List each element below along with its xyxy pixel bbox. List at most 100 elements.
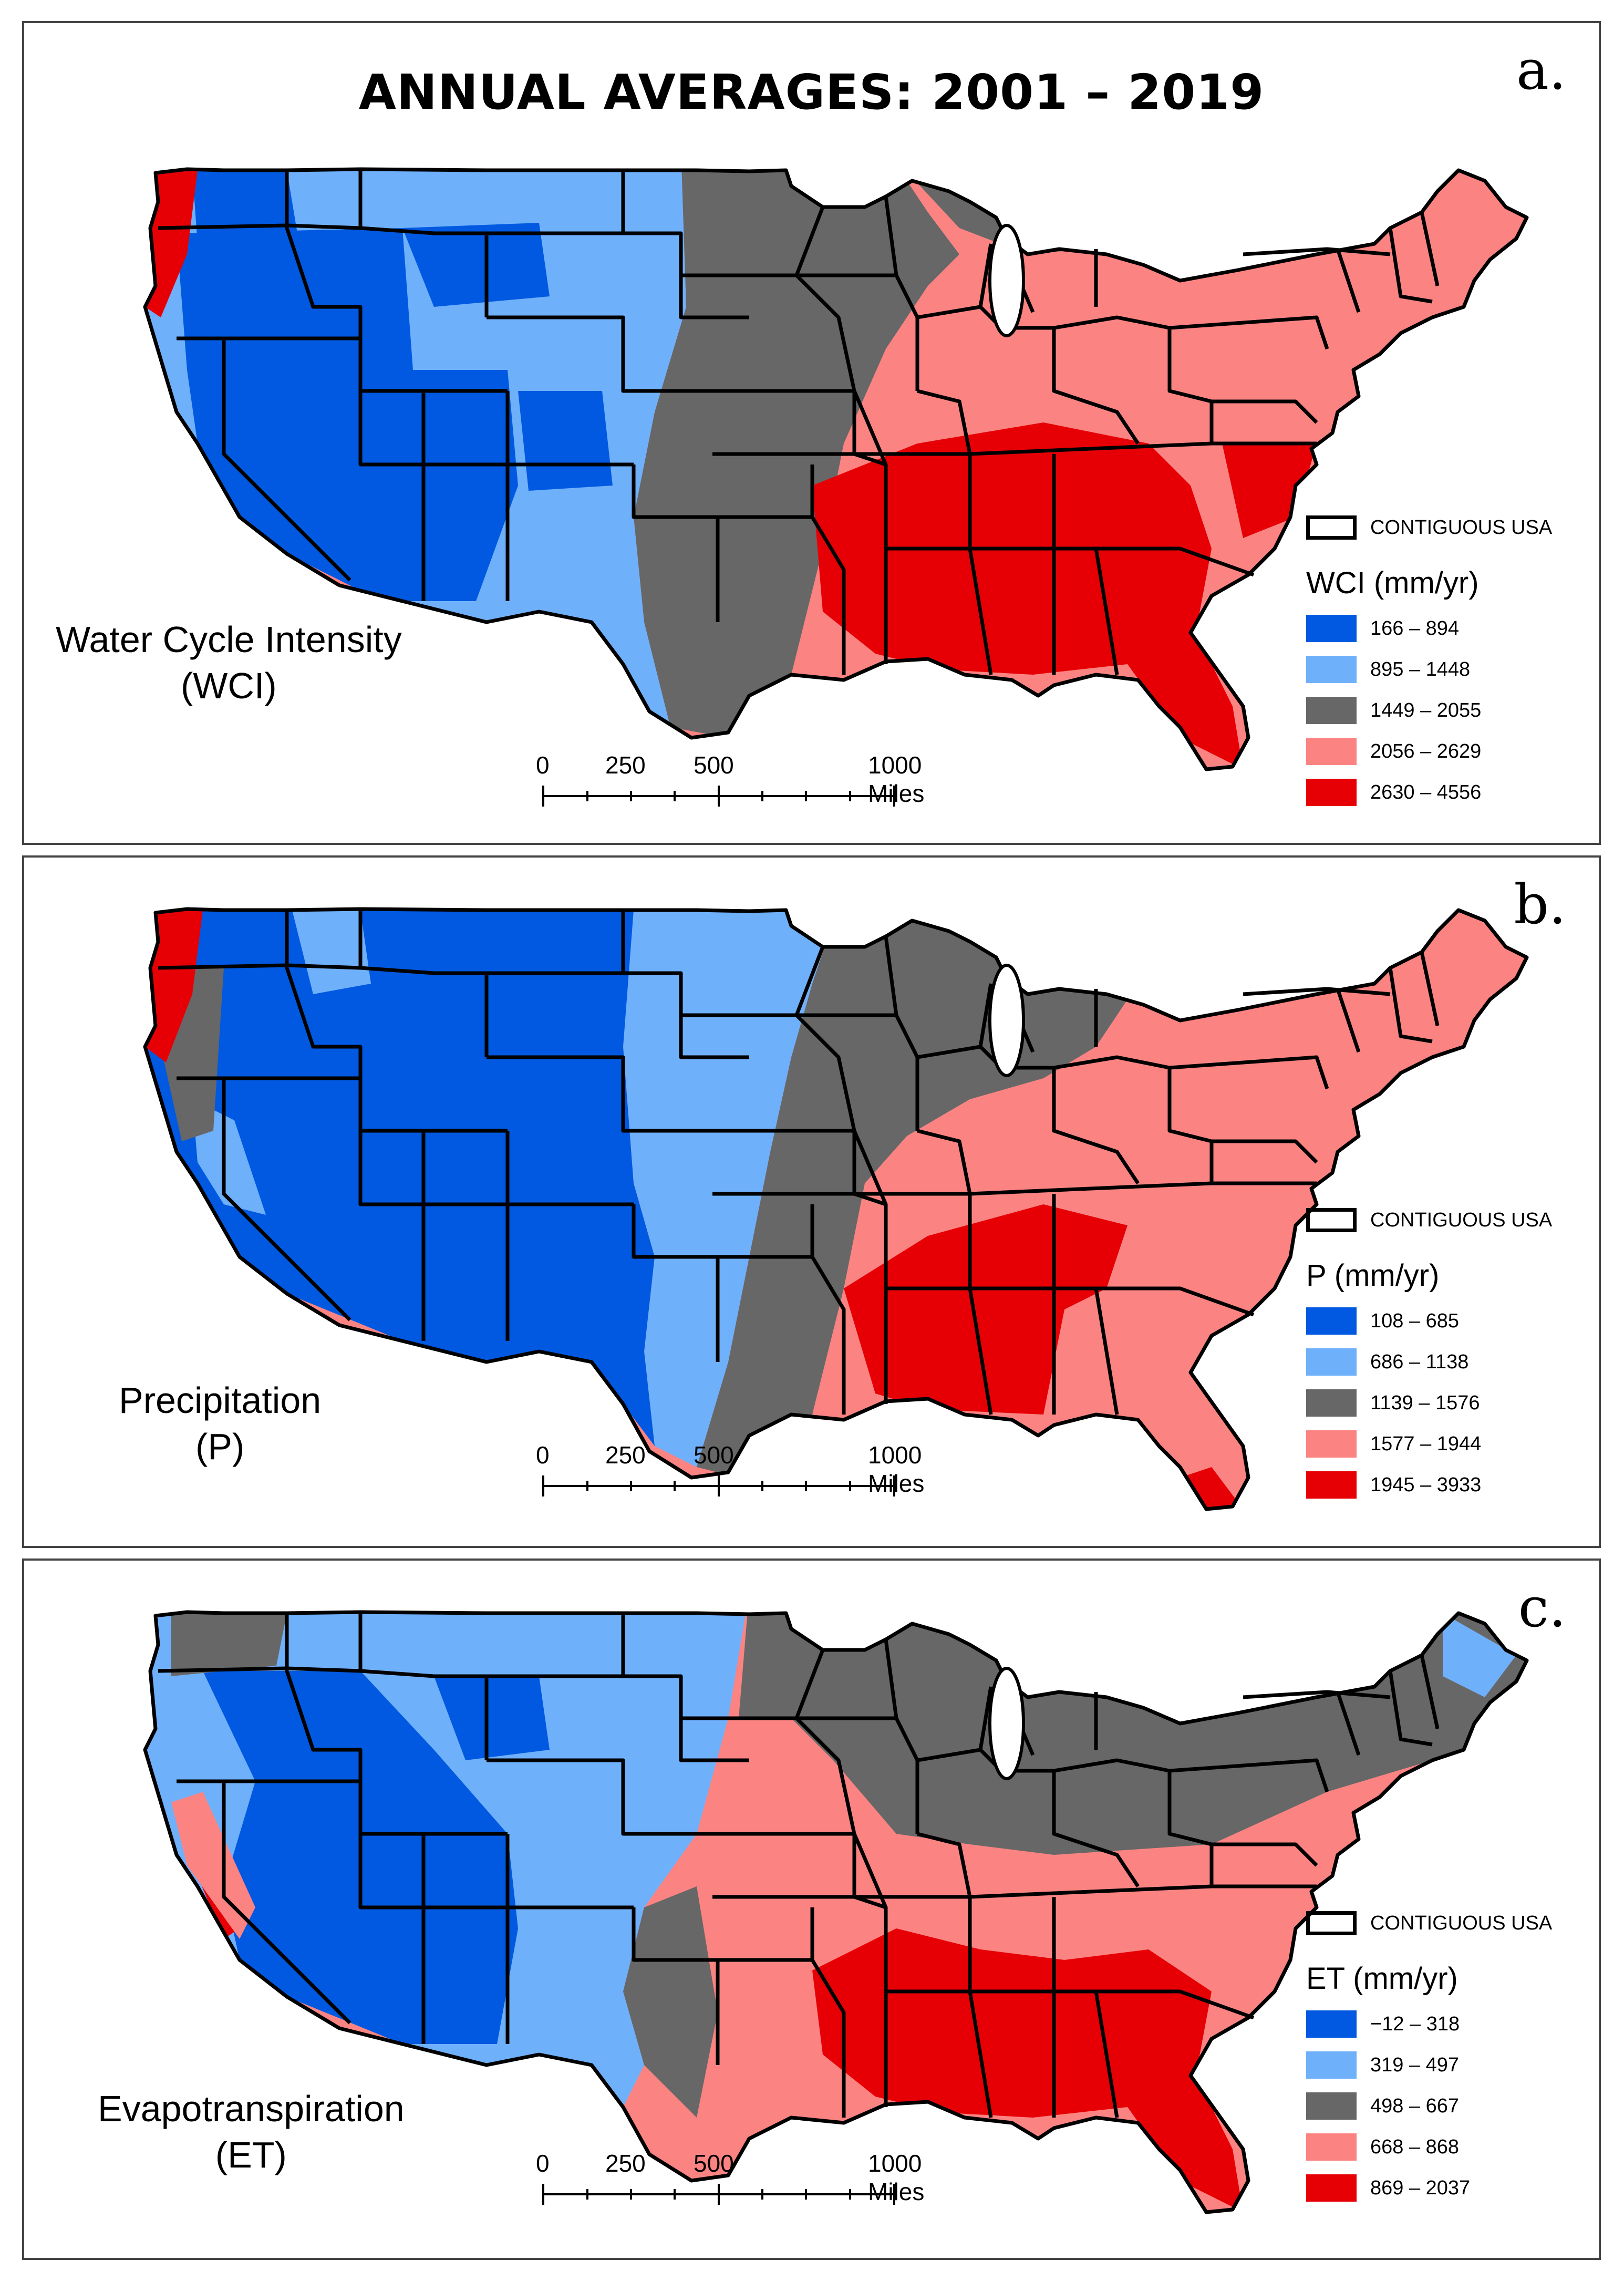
scale-label: 250 (605, 1441, 646, 1469)
state-boundaries (143, 907, 1529, 1511)
scale-label: 250 (605, 2150, 646, 2177)
legend-row: 1577 – 1944 (1306, 1423, 1579, 1464)
zone-class5 (812, 1928, 1243, 2212)
zone-class5 (844, 1204, 1128, 1415)
legend-text: 869 – 2037 (1370, 2176, 1471, 2199)
legend-text: 668 – 868 (1370, 2135, 1460, 2158)
legend-row: 166 – 894 (1306, 608, 1579, 649)
legend-boundary-item: CONTIGUOUS USA (1306, 1204, 1579, 1236)
legend-row: 108 – 685 (1306, 1301, 1579, 1341)
legend-row: −12 – 318 (1306, 2004, 1579, 2045)
lake-michigan (988, 964, 1025, 1077)
panel-letter: c. (1518, 1575, 1566, 1639)
swatch-class5 (1306, 779, 1357, 806)
swatch-class1 (1306, 1307, 1357, 1335)
legend-text: 166 – 894 (1370, 617, 1460, 639)
scale-label: 1000 Miles (868, 1441, 925, 1497)
swatch-class3 (1306, 697, 1357, 724)
panel-evapotranspiration: c. (22, 1558, 1601, 2260)
swatch-class2 (1306, 2051, 1357, 2079)
legend-row: 2630 – 4556 (1306, 772, 1579, 813)
scale-label: 500 (694, 751, 734, 779)
panel-precipitation: b. (22, 855, 1601, 1548)
panel-letter: b. (1514, 872, 1566, 936)
legend-text: 686 – 1138 (1370, 1350, 1469, 1373)
swatch-class1 (1306, 615, 1357, 642)
legend-text: 1139 – 1576 (1370, 1391, 1480, 1414)
map-label: Evapotranspiration (ET) (98, 2086, 405, 2178)
boundary-swatch (1306, 1208, 1357, 1232)
precipitation-map (143, 907, 1529, 1511)
legend-text: 108 – 685 (1370, 1309, 1460, 1332)
boundary-swatch (1306, 1911, 1357, 1935)
legend: CONTIGUOUS USA WCI (mm/yr) 166 – 894 895… (1306, 512, 1579, 813)
swatch-class5 (1306, 1471, 1357, 1499)
map-label-line2: (P) (195, 1426, 245, 1467)
zone-class1 (145, 910, 655, 1446)
legend-row: 1945 – 3933 (1306, 1464, 1579, 1505)
panel-letter: a. (1516, 38, 1566, 102)
zone-class4 (171, 1792, 255, 1939)
boundary-label: CONTIGUOUS USA (1370, 1912, 1553, 1934)
legend-title: WCI (mm/yr) (1306, 566, 1479, 600)
boundary-label: CONTIGUOUS USA (1370, 516, 1553, 539)
swatch-class4 (1306, 2133, 1357, 2161)
legend-text: 1577 – 1944 (1370, 1432, 1482, 1455)
map-label: Precipitation (P) (119, 1378, 321, 1470)
map-label-line1: Evapotranspiration (98, 2088, 405, 2129)
legend-text: 498 – 667 (1370, 2094, 1460, 2117)
state-boundaries (143, 167, 1529, 771)
swatch-class4 (1306, 1430, 1357, 1458)
legend-text: 2056 – 2629 (1370, 740, 1482, 762)
zone-class2 (1443, 1613, 1516, 1697)
scale-bar: 0 250 500 1000 Miles (536, 751, 942, 814)
legend-row: 1449 – 2055 (1306, 690, 1579, 731)
scale-label: 1000 Miles (868, 751, 925, 807)
map-label: Water Cycle Intensity (WCI) (56, 617, 402, 709)
swatch-class3 (1306, 2092, 1357, 2120)
zone-class3 (623, 1886, 718, 2118)
swatch-class1 (1306, 2010, 1357, 2038)
map-label-line1: Water Cycle Intensity (56, 619, 402, 660)
legend-text: −12 – 318 (1370, 2012, 1460, 2035)
scale-bar-graphic (542, 786, 895, 807)
figure-title: ANNUAL AVERAGES: 2001 – 2019 (358, 64, 1265, 120)
legend-text: 1449 – 2055 (1370, 699, 1482, 721)
zone-class2 (623, 909, 844, 1467)
swatch-class2 (1306, 656, 1357, 683)
state-boundaries (143, 1610, 1529, 2214)
lake-michigan (988, 1667, 1025, 1780)
zone-class1 (192, 170, 297, 244)
lake-michigan (988, 224, 1025, 337)
legend-row: 686 – 1138 (1306, 1341, 1579, 1382)
panel-wci: ANNUAL AVERAGES: 2001 – 2019 a. (22, 21, 1601, 845)
swatch-class4 (1306, 738, 1357, 765)
zone-class5 (812, 422, 1243, 769)
scale-label: 500 (694, 2150, 734, 2177)
scale-label: 0 (536, 751, 550, 779)
legend-row: 2056 – 2629 (1306, 731, 1579, 772)
zone-class1 (434, 1676, 550, 1760)
zone-class3 (634, 169, 959, 738)
zone-class2 (292, 910, 371, 994)
scale-label: 1000 Miles (868, 2150, 925, 2205)
zone-class1 (402, 223, 550, 307)
legend-boundary-item: CONTIGUOUS USA (1306, 1907, 1579, 1939)
legend-text: 2630 – 4556 (1370, 781, 1482, 803)
wci-map (143, 167, 1529, 771)
scale-label: 0 (536, 1441, 550, 1469)
swatch-class3 (1306, 1389, 1357, 1417)
scale-bar: 0 250 500 1000 Miles (536, 1441, 942, 1504)
boundary-label: CONTIGUOUS USA (1370, 1209, 1553, 1231)
legend-text: 1945 – 3933 (1370, 1473, 1482, 1496)
scale-label: 250 (605, 751, 646, 779)
legend-row: 895 – 1448 (1306, 649, 1579, 690)
legend-row: 869 – 2037 (1306, 2168, 1579, 2208)
scale-label: 500 (694, 1441, 734, 1469)
zone-class5 (145, 910, 203, 1062)
scale-bar-graphic (542, 2184, 895, 2205)
map-label-line2: (ET) (215, 2134, 287, 2175)
legend-title: P (mm/yr) (1306, 1258, 1440, 1293)
legend: CONTIGUOUS USA P (mm/yr) 108 – 685 686 –… (1306, 1204, 1579, 1505)
zone-class3 (697, 909, 1149, 1478)
